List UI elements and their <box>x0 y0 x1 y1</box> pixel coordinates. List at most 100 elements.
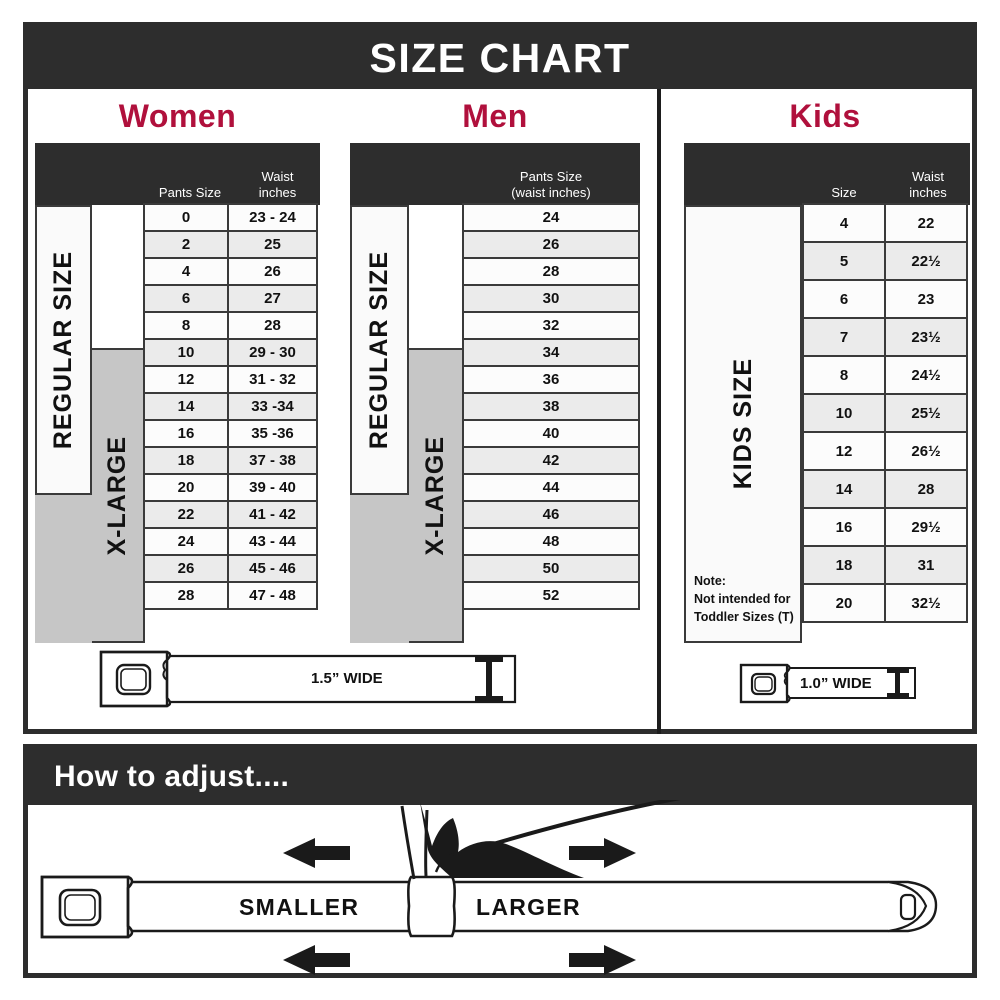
men-row: 28 <box>462 257 640 286</box>
women-cell-size: 10 <box>143 338 229 367</box>
men-xlarge-label: X-LARGE <box>421 435 449 556</box>
adult-belt-width-label: 1.5” WIDE <box>311 670 383 687</box>
kids-cell-size: 16 <box>802 507 886 547</box>
women-cell-size: 20 <box>143 473 229 502</box>
kids-row: 7 23½ <box>802 317 968 357</box>
panel-heading-men: Men <box>462 98 528 134</box>
kids-cell-size: 7 <box>802 317 886 357</box>
men-cell-size: 36 <box>462 365 640 394</box>
women-size-table: Pants Size Waist inches X-LARGE REGULAR … <box>35 143 320 643</box>
women-cell-waist: 31 - 32 <box>227 365 318 394</box>
men-rows: 24 26 28 30 32 34 36 38 40 42 44 46 48 50 52 <box>462 203 640 610</box>
men-size-table: Pants Size (waist inches) X-LARGE REGULA… <box>350 143 640 643</box>
women-row: 14 33 -34 <box>143 392 318 421</box>
kids-cell-waist: 31 <box>884 545 968 585</box>
men-col-header: Pants Size (waist inches) <box>462 169 640 205</box>
adult-belt-svg <box>99 650 517 708</box>
women-row: 16 35 -36 <box>143 419 318 448</box>
women-row: 2 25 <box>143 230 318 259</box>
women-row: 8 28 <box>143 311 318 340</box>
kids-cell-waist: 23 <box>884 279 968 319</box>
kids-cell-size: 6 <box>802 279 886 319</box>
kids-cell-waist: 23½ <box>884 317 968 357</box>
women-row: 22 41 - 42 <box>143 500 318 529</box>
page-title: SIZE CHART <box>369 34 631 81</box>
kids-note-line1: Note: <box>694 574 726 588</box>
kids-belt-diagram: 1.0” WIDE <box>737 662 927 706</box>
kids-cell-waist: 24½ <box>884 355 968 395</box>
women-regular-band: REGULAR SIZE <box>35 205 92 495</box>
kids-belt-width-label: 1.0” WIDE <box>800 675 872 692</box>
men-row: 40 <box>462 419 640 448</box>
kids-row: 6 23 <box>802 279 968 319</box>
women-col2-header-line2: inches <box>258 184 297 200</box>
kids-cell-size: 8 <box>802 355 886 395</box>
men-cell-size: 24 <box>462 203 640 232</box>
kids-cell-size: 5 <box>802 241 886 281</box>
adjust-belt-diagram: SMALLER LARGER <box>28 792 972 976</box>
kids-rows: 4 22 5 22½ 6 23 7 23½ 8 24½ 10 25½ 12 26½ 14 28 16 29½ 18 3… <box>802 203 968 623</box>
kids-row: 20 32½ <box>802 583 968 623</box>
women-cell-waist: 37 - 38 <box>227 446 318 475</box>
women-row: 10 29 - 30 <box>143 338 318 367</box>
kids-cell-size: 4 <box>802 203 886 243</box>
men-cell-size: 48 <box>462 527 640 556</box>
men-regular-band: REGULAR SIZE <box>350 205 409 495</box>
women-cell-size: 4 <box>143 257 229 286</box>
adjust-larger-label: LARGER <box>476 894 581 920</box>
women-col2-header-line1: Waist <box>261 169 294 185</box>
women-cell-size: 14 <box>143 392 229 421</box>
men-row: 48 <box>462 527 640 556</box>
men-row: 36 <box>462 365 640 394</box>
kids-cell-waist: 22½ <box>884 241 968 281</box>
women-cell-waist: 27 <box>227 284 318 313</box>
kids-side-label: KIDS SIZE <box>728 358 757 490</box>
men-kids-divider <box>657 89 661 734</box>
men-row: 42 <box>462 446 640 475</box>
women-cell-size: 18 <box>143 446 229 475</box>
men-row: 50 <box>462 554 640 583</box>
how-to-adjust-bar: How to adjust.... <box>28 749 972 805</box>
men-row: 34 <box>462 338 640 367</box>
women-cell-waist: 35 -36 <box>227 419 318 448</box>
men-row: 52 <box>462 581 640 610</box>
men-col-header-line2: (waist inches) <box>511 184 591 200</box>
men-cell-size: 42 <box>462 446 640 475</box>
men-cell-size: 34 <box>462 338 640 367</box>
adjust-smaller-label: SMALLER <box>239 894 360 920</box>
men-cell-size: 32 <box>462 311 640 340</box>
kids-col1-header: Size <box>831 184 857 200</box>
women-cell-size: 6 <box>143 284 229 313</box>
women-row: 12 31 - 32 <box>143 365 318 394</box>
men-cell-size: 50 <box>462 554 640 583</box>
women-cell-size: 28 <box>143 581 229 610</box>
men-cell-size: 30 <box>462 284 640 313</box>
women-cell-waist: 26 <box>227 257 318 286</box>
kids-row: 5 22½ <box>802 241 968 281</box>
kids-cell-size: 20 <box>802 583 886 623</box>
kids-cell-waist: 22 <box>884 203 968 243</box>
women-cell-waist: 23 - 24 <box>227 203 318 232</box>
kids-col2-header: Waist inches <box>886 169 970 205</box>
men-cell-size: 46 <box>462 500 640 529</box>
kids-table-header: Size Waist inches <box>684 143 970 205</box>
women-row: 0 23 - 24 <box>143 203 318 232</box>
women-cell-size: 8 <box>143 311 229 340</box>
women-cell-waist: 41 - 42 <box>227 500 318 529</box>
men-row: 30 <box>462 284 640 313</box>
women-cell-waist: 29 - 30 <box>227 338 318 367</box>
women-cell-size: 22 <box>143 500 229 529</box>
kids-cell-size: 18 <box>802 545 886 585</box>
men-row: 26 <box>462 230 640 259</box>
men-cell-size: 44 <box>462 473 640 502</box>
women-cell-waist: 33 -34 <box>227 392 318 421</box>
kids-row: 14 28 <box>802 469 968 509</box>
kids-row: 10 25½ <box>802 393 968 433</box>
women-cell-size: 0 <box>143 203 229 232</box>
kids-row: 4 22 <box>802 203 968 243</box>
kids-cell-waist: 25½ <box>884 393 968 433</box>
women-cell-waist: 43 - 44 <box>227 527 318 556</box>
kids-cell-waist: 32½ <box>884 583 968 623</box>
kids-cell-size: 12 <box>802 431 886 471</box>
adjust-belt-svg <box>40 792 938 975</box>
